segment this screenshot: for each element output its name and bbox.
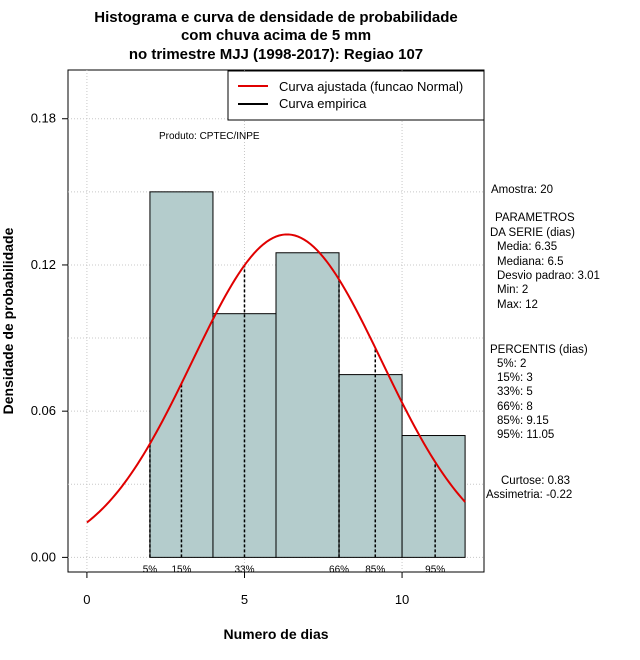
percentile-label-6: 95% (425, 564, 445, 575)
percentile-33: 33%: 5 (497, 386, 533, 398)
product-annotation: Produto: CPTEC/INPE (159, 131, 260, 142)
legend: Curva ajustada (funcao Normal) Curva emp… (227, 70, 485, 121)
kurtosis: Curtose: 0.83 (501, 475, 570, 487)
chart-title-line-1: Histograma e curva de densidade de proba… (94, 9, 457, 26)
percentile-95: 95%: 11.05 (497, 429, 554, 441)
histogram-bars (149, 191, 466, 558)
x-tick-label: 0 (83, 592, 90, 607)
plot-frame (67, 69, 485, 573)
histogram-bar-3 (275, 252, 340, 558)
percentile-66: 66%: 8 (497, 401, 533, 413)
legend-box (227, 70, 485, 121)
skewness: Assimetria: -0.22 (486, 489, 572, 501)
histogram-bar-1 (149, 191, 214, 558)
param-min: Min: 2 (497, 284, 528, 296)
histogram-bar-4 (338, 374, 403, 558)
percentile-label-5: 85% (365, 564, 385, 575)
param-max: Max: 12 (497, 299, 538, 311)
normal-fit-curve (86, 233, 466, 524)
chart-title-line-3: no trimestre MJJ (1998-2017): Regiao 107 (129, 46, 423, 63)
percentile-label-2: 15% (171, 564, 191, 575)
param-median: Mediana: 6.5 (497, 256, 564, 268)
normal-curve-group (86, 233, 466, 524)
x-tick-label: 5 (241, 592, 248, 607)
param-stddev: Desvio padrao: 3.01 (497, 270, 600, 282)
axis-ticks: 0 5 10 0.00 0.06 0.12 0.18 (31, 111, 410, 607)
histogram-bar-5 (401, 435, 466, 558)
chart-title-line-2: com chuva acima de 5 mm (181, 27, 371, 44)
percentile-15: 15%: 3 (497, 372, 533, 384)
param-mean: Media: 6.35 (497, 241, 557, 253)
params-title-1: PARAMETROS (495, 212, 575, 224)
y-tick-label: 0.00 (31, 549, 56, 564)
legend-label-empirical: Curva empirica (279, 96, 367, 111)
percentile-label-4: 66% (329, 564, 349, 575)
x-tick-label: 10 (395, 592, 409, 607)
percentile-label-3: 33% (234, 564, 254, 575)
sample-size: Amostra: 20 (491, 184, 553, 196)
percentile-5: 5%: 2 (497, 358, 526, 370)
y-tick-label: 0.12 (31, 257, 56, 272)
legend-label-normal: Curva ajustada (funcao Normal) (279, 79, 463, 94)
percentile-label-1: 5% (143, 564, 158, 575)
y-tick-label: 0.18 (31, 111, 56, 126)
percentis-title: PERCENTIS (dias) (490, 344, 588, 356)
percentile-85: 85%: 9.15 (497, 415, 549, 427)
y-tick-label: 0.06 (31, 403, 56, 418)
percentile-lines: 5% 15% 33% 66% 85% 95% (143, 265, 445, 575)
x-axis-title: Numero de dias (223, 626, 328, 642)
params-title-2: DA SERIE (dias) (490, 227, 575, 239)
y-axis-title: Densidade de probabilidade (0, 227, 16, 414)
statistics-panel: Amostra: 20 PARAMETROS DA SERIE (dias) M… (486, 184, 600, 501)
